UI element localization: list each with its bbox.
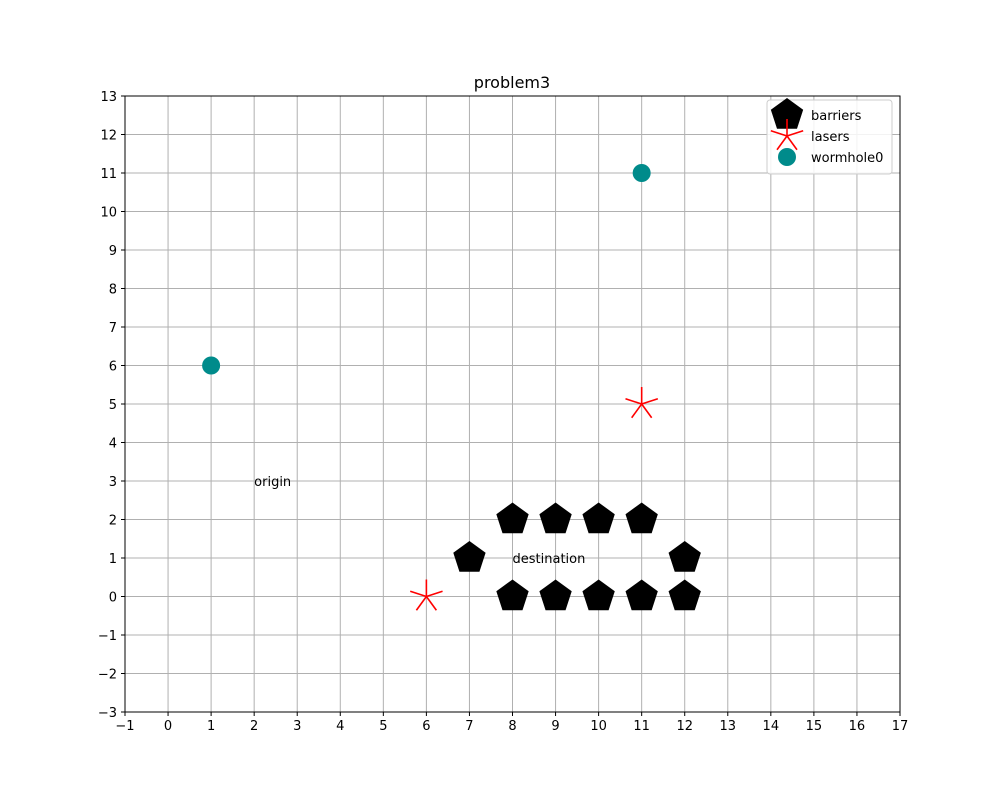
- y-tick-label: 6: [109, 360, 117, 375]
- y-tick-label: 9: [109, 244, 117, 259]
- x-tick-label: 1: [207, 719, 215, 734]
- y-tick-label: 11: [100, 167, 117, 182]
- y-tick-label: 5: [109, 398, 117, 413]
- legend-label-lasers: lasers: [811, 130, 850, 145]
- annotations: origin destination: [254, 475, 585, 567]
- x-tick-label: 16: [849, 719, 866, 734]
- y-tick-label: 10: [100, 206, 117, 221]
- barriers-marker: [539, 502, 572, 534]
- x-tick-label: 17: [892, 719, 909, 734]
- legend-lasers-marker: [770, 119, 804, 151]
- x-tick-label: 8: [508, 719, 516, 734]
- barriers-marker: [496, 502, 529, 534]
- barriers-marker: [539, 579, 572, 611]
- legend: barriers lasers wormhole0: [766, 98, 893, 175]
- legend-label-barriers: barriers: [811, 109, 862, 124]
- x-tick-label: 13: [720, 719, 737, 734]
- y-tick-label: 2: [109, 514, 117, 529]
- x-tick-label: 11: [633, 719, 650, 734]
- x-tick-label: 5: [379, 719, 387, 734]
- x-tick-label: 7: [465, 719, 473, 734]
- x-tick-label: 0: [164, 719, 172, 734]
- y-tick-label: −2: [98, 668, 117, 683]
- barriers-marker: [496, 579, 529, 611]
- x-tick-label: 3: [293, 719, 301, 734]
- barriers-marker: [582, 502, 615, 534]
- x-tick-label: 9: [551, 719, 559, 734]
- barriers-marker: [625, 579, 658, 611]
- axis-ticks: −1 0 1 2 3 4 5 6 7 8 9 10 11 12 13 14 15 16 17−3−2−1012345…: [98, 90, 908, 734]
- legend-barriers-marker: [770, 98, 804, 129]
- x-tick-label: 15: [806, 719, 823, 734]
- wormhole0-marker: [202, 356, 221, 375]
- y-tick-label: −1: [98, 629, 117, 644]
- x-tick-label: 4: [336, 719, 344, 734]
- y-tick-label: 4: [109, 437, 117, 452]
- annotation-destination: destination: [513, 552, 586, 567]
- barriers-marker: [453, 541, 486, 572]
- barriers-marker: [582, 579, 615, 611]
- chart-title: problem3: [474, 73, 550, 92]
- legend-wormhole0-marker: [778, 148, 796, 166]
- barriers-marker: [625, 502, 658, 534]
- y-tick-label: 1: [109, 552, 117, 567]
- x-tick-label: 12: [676, 719, 693, 734]
- barriers-marker: [668, 579, 701, 611]
- data-marks: [202, 164, 701, 611]
- x-tick-label: 10: [590, 719, 607, 734]
- x-tick-label: 6: [422, 719, 430, 734]
- y-tick-label: 8: [109, 283, 117, 298]
- y-tick-label: 0: [109, 591, 117, 606]
- barriers-marker: [668, 541, 701, 572]
- y-tick-label: 13: [100, 90, 117, 105]
- legend-label-wormhole0: wormhole0: [811, 151, 883, 166]
- x-tick-label: −1: [115, 719, 134, 734]
- annotation-origin: origin: [254, 475, 291, 490]
- x-tick-label: 2: [250, 719, 258, 734]
- wormhole0-marker: [632, 164, 651, 182]
- x-tick-label: 14: [763, 719, 780, 734]
- lasers-marker: [625, 387, 659, 419]
- y-tick-label: 7: [109, 321, 117, 336]
- lasers-marker: [409, 579, 443, 611]
- y-tick-label: −3: [98, 706, 117, 721]
- y-tick-label: 3: [109, 475, 117, 490]
- y-tick-label: 12: [100, 129, 117, 144]
